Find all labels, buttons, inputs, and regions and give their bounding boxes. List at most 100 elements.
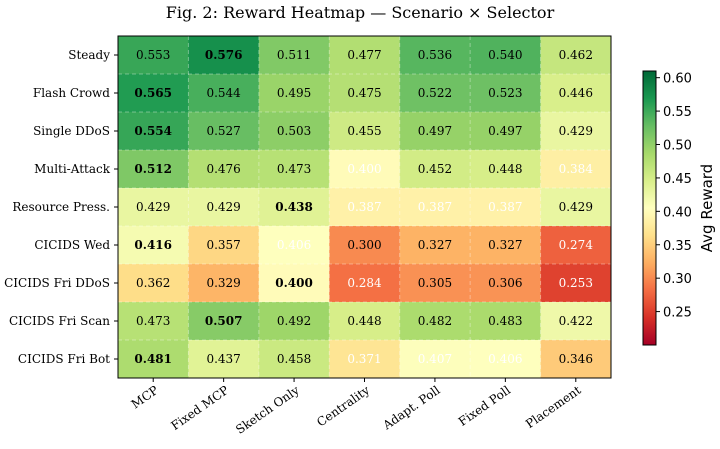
chart-title: Fig. 2: Reward Heatmap — Scenario × Sele… <box>166 3 555 22</box>
colorbar-tick-label: 0.55 <box>663 105 692 120</box>
heatmap-cell <box>118 36 189 75</box>
cell-value-label: 0.422 <box>559 314 593 328</box>
heatmap-cell <box>329 188 401 227</box>
heatmap-cell <box>188 340 260 379</box>
heatmap-cell <box>470 36 542 75</box>
row-label: CICIDS Wed <box>34 238 110 252</box>
colorbar-tick-label: 0.30 <box>663 272 692 287</box>
cell-value-label: 0.357 <box>206 238 240 252</box>
heatmap-cell <box>470 302 542 341</box>
heatmap-cell <box>399 36 471 75</box>
heatmap-cell <box>118 226 189 265</box>
cell-value-label: 0.407 <box>418 352 452 366</box>
column-label: Adapt. Poll <box>380 383 443 433</box>
cell-value-label: 0.346 <box>559 352 593 366</box>
heatmap-cell <box>258 226 330 265</box>
heatmap-cell <box>329 150 401 189</box>
row-label: CICIDS Fri Bot <box>18 352 110 366</box>
heatmap-cell <box>470 74 542 113</box>
row-label: Flash Crowd <box>33 86 110 100</box>
heatmap-cell <box>118 74 189 113</box>
heatmap-cell <box>399 226 471 265</box>
cell-value-label: 0.477 <box>347 48 381 62</box>
row-label: Multi-Attack <box>34 162 111 176</box>
heatmap-cell <box>188 302 260 341</box>
cell-value-label: 0.527 <box>206 124 240 138</box>
cell-value-label: 0.429 <box>559 200 593 214</box>
row-labels: Steady Flash Crowd Single DDoS Multi-Attack… <box>4 48 118 366</box>
heatmap-cell <box>258 74 330 113</box>
column-label: MCP <box>129 383 161 411</box>
heatmap-cell <box>399 74 471 113</box>
cell-value-label: 0.503 <box>277 124 311 138</box>
heatmap-cell <box>329 36 401 75</box>
cell-value-label: 0.554 <box>134 124 172 138</box>
heatmap-cell <box>470 188 542 227</box>
cell-value-label: 0.448 <box>488 162 522 176</box>
colorbar-scale <box>642 70 657 346</box>
heatmap-cell <box>118 264 189 303</box>
heatmap-cell <box>188 36 260 75</box>
heatmap-cell <box>188 188 260 227</box>
cell-value-label: 0.553 <box>136 48 170 62</box>
cell-value-label: 0.306 <box>488 276 522 290</box>
cell-value-label: 0.253 <box>559 276 593 290</box>
heatmap-cell <box>258 340 330 379</box>
heatmap-cell <box>399 112 471 151</box>
heatmap-cells <box>118 36 612 379</box>
cell-value-label: 0.507 <box>205 314 243 328</box>
cell-value-label: 0.455 <box>347 124 381 138</box>
heatmap-cell <box>399 188 471 227</box>
cell-value-label: 0.438 <box>275 200 313 214</box>
cell-value-label: 0.481 <box>134 352 172 366</box>
heatmap-cell <box>329 340 401 379</box>
cell-value-label: 0.329 <box>206 276 240 290</box>
heatmap-cell <box>258 112 330 151</box>
heatmap-cell <box>188 264 260 303</box>
row-label: CICIDS Fri Scan <box>9 314 110 328</box>
cell-value-label: 0.576 <box>205 48 243 62</box>
heatmap-cell <box>118 112 189 151</box>
cell-value-label: 0.495 <box>277 86 311 100</box>
heatmap-cell <box>118 188 189 227</box>
cell-value-label: 0.544 <box>206 86 241 100</box>
heatmap-cell <box>329 226 401 265</box>
cell-value-label: 0.362 <box>136 276 170 290</box>
heatmap-cell <box>118 150 189 189</box>
cell-value-label: 0.497 <box>488 124 522 138</box>
heatmap-cell <box>329 264 401 303</box>
cell-value-label: 0.482 <box>418 314 452 328</box>
column-label: Centrality <box>314 383 372 430</box>
cell-value-label: 0.400 <box>275 276 313 290</box>
cell-value-label: 0.416 <box>134 238 172 252</box>
heatmap-cell <box>399 264 471 303</box>
colorbar-label: Avg Reward <box>698 164 716 252</box>
cell-value-label: 0.511 <box>277 48 311 62</box>
heatmap-cell <box>399 340 471 379</box>
cell-value-label: 0.452 <box>418 162 452 176</box>
cell-value-label: 0.476 <box>206 162 240 176</box>
column-label: Fixed MCP <box>168 383 231 433</box>
cell-value-label: 0.540 <box>488 48 522 62</box>
cell-value-label: 0.400 <box>347 162 381 176</box>
cell-value-label: 0.483 <box>488 314 522 328</box>
cell-value-label: 0.274 <box>559 238 594 252</box>
cell-value-label: 0.437 <box>206 352 240 366</box>
cell-value-label: 0.473 <box>136 314 170 328</box>
colorbar-tick-label: 0.35 <box>663 239 692 254</box>
cell-value-label: 0.565 <box>134 86 172 100</box>
cell-value-label: 0.448 <box>347 314 381 328</box>
column-labels: MCP Fixed MCP Sketch Only Centrality Adapt. … <box>129 378 584 437</box>
cell-value-label: 0.536 <box>418 48 452 62</box>
heatmap-cell <box>470 340 542 379</box>
heatmap-cell <box>188 226 260 265</box>
cell-value-label: 0.387 <box>488 200 522 214</box>
cell-value-label: 0.387 <box>418 200 452 214</box>
cell-value-label: 0.473 <box>277 162 311 176</box>
cell-value-label: 0.475 <box>347 86 381 100</box>
row-label: Steady <box>68 48 110 62</box>
heatmap-cell <box>118 302 189 341</box>
heatmap-cell <box>470 112 542 151</box>
cell-value-label: 0.492 <box>277 314 311 328</box>
